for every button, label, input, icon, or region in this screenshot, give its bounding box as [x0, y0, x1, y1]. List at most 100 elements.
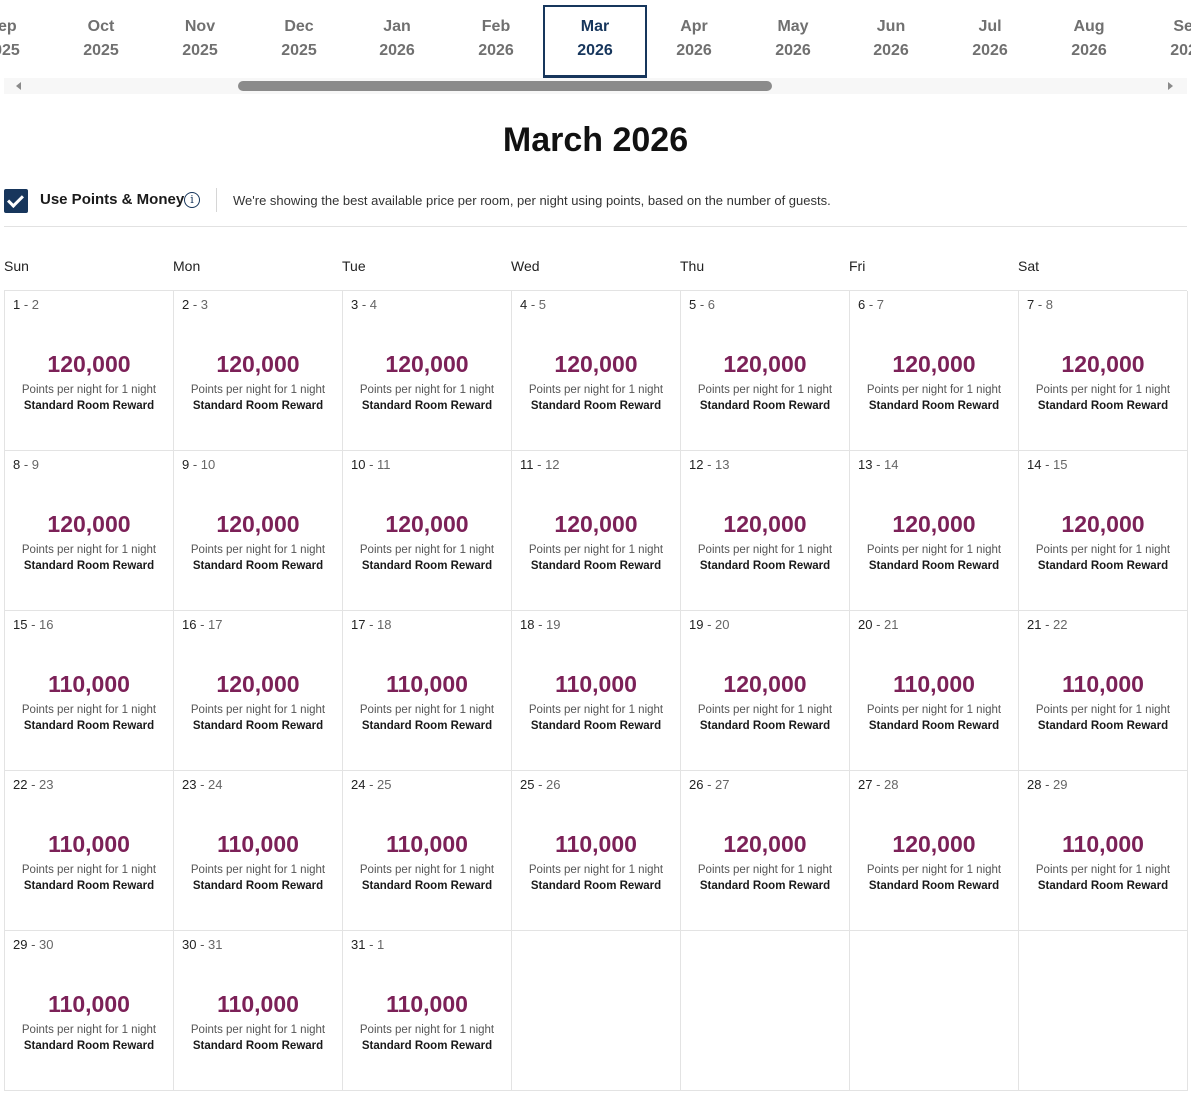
date-range-separator: -	[534, 777, 547, 792]
month-tab-jun-2026[interactable]: Jun 2026	[839, 5, 943, 77]
month-tab-aug-2026[interactable]: Aug 2026	[1037, 5, 1141, 77]
day-cell[interactable]: 4 - 5 120,000 Points per night for 1 night…	[512, 291, 681, 451]
date-range: 25 - 26	[520, 777, 561, 792]
day-cell[interactable]: 18 - 19 110,000 Points per night for 1 nig…	[512, 611, 681, 771]
rate-name: Standard Room Reward	[1037, 400, 1169, 412]
day-cell[interactable]: 25 - 26 110,000 Points per night for 1 nig…	[512, 771, 681, 931]
day-cell[interactable]: 14 - 15 120,000 Points per night for 1 nig…	[1019, 451, 1188, 611]
points-per-night-label: Points per night for 1 night	[190, 864, 326, 876]
date-range: 29 - 30	[13, 937, 54, 952]
day-cell[interactable]: 22 - 23 110,000 Points per night for 1 nig…	[5, 771, 174, 931]
empty-cell	[850, 931, 1019, 1091]
check-in-day: 5	[689, 297, 697, 312]
day-cell[interactable]: 17 - 18 110,000 Points per night for 1 nig…	[343, 611, 512, 771]
points-price: 120,000	[385, 351, 469, 377]
check-in-day: 26	[689, 777, 704, 792]
day-cell[interactable]: 16 - 17 120,000 Points per night for 1 nig…	[174, 611, 343, 771]
month-tab-apr-2026[interactable]: Apr 2026	[642, 5, 746, 77]
check-out-day: 16	[39, 617, 54, 632]
points-per-night-label: Points per night for 1 night	[21, 384, 157, 396]
use-points-label[interactable]: Use Points & Money	[40, 191, 185, 208]
day-cell[interactable]: 9 - 10 120,000 Points per night for 1 nigh…	[174, 451, 343, 611]
date-range: 11 - 12	[520, 457, 560, 472]
check-in-day: 28	[1027, 777, 1042, 792]
day-cell[interactable]: 2 - 3 120,000 Points per night for 1 night…	[174, 291, 343, 451]
points-price: 120,000	[1061, 511, 1145, 537]
day-cell[interactable]: 31 - 1 110,000 Points per night for 1 nigh…	[343, 931, 512, 1091]
check-out-day: 26	[546, 777, 561, 792]
page-title: March 2026	[502, 121, 689, 159]
month-tab-sep-2026[interactable]: Sep 2026	[1136, 5, 1191, 77]
points-price: 110,000	[555, 831, 637, 857]
month-tab-year: 2026	[972, 42, 1008, 59]
day-cell[interactable]: 1 - 2 120,000 Points per night for 1 night…	[5, 291, 174, 451]
day-cell[interactable]: 5 - 6 120,000 Points per night for 1 night…	[681, 291, 850, 451]
date-range-separator: -	[365, 777, 378, 792]
day-cell[interactable]: 23 - 24 110,000 Points per night for 1 nig…	[174, 771, 343, 931]
month-tab-jul-2026[interactable]: Jul 2026	[938, 5, 1042, 77]
day-cell[interactable]: 30 - 31 110,000 Points per night for 1 nig…	[174, 931, 343, 1091]
month-tab-may-2026[interactable]: May 2026	[741, 5, 845, 77]
month-tab-nov-2025[interactable]: Nov 2025	[148, 5, 252, 77]
day-cell[interactable]: 27 - 28 120,000 Points per night for 1 nig…	[850, 771, 1019, 931]
points-price: 110,000	[893, 671, 975, 697]
day-cell[interactable]: 6 - 7 120,000 Points per night for 1 night…	[850, 291, 1019, 451]
day-cell[interactable]: 8 - 9 120,000 Points per night for 1 night…	[5, 451, 174, 611]
date-range-separator: -	[696, 297, 708, 312]
day-cell[interactable]: 15 - 16 110,000 Points per night for 1 nig…	[5, 611, 174, 771]
day-cell[interactable]: 24 - 25 110,000 Points per night for 1 nig…	[343, 771, 512, 931]
day-cell[interactable]: 26 - 27 120,000 Points per night for 1 nig…	[681, 771, 850, 931]
day-cell[interactable]: 13 - 14 120,000 Points per night for 1 nig…	[850, 451, 1019, 611]
rate-name: Standard Room Reward	[699, 880, 831, 892]
points-price: 110,000	[217, 991, 299, 1017]
day-cell[interactable]: 19 - 20 120,000 Points per night for 1 nig…	[681, 611, 850, 771]
info-circle-icon[interactable]: i	[184, 192, 200, 208]
scroll-left-arrow-icon[interactable]	[16, 82, 21, 90]
month-tab-jan-2026[interactable]: Jan 2026	[345, 5, 449, 77]
rate-name: Standard Room Reward	[868, 400, 1000, 412]
rate-name: Standard Room Reward	[868, 880, 1000, 892]
day-cell[interactable]: 21 - 22 110,000 Points per night for 1 nig…	[1019, 611, 1188, 771]
scroll-thumb[interactable]	[238, 81, 772, 91]
date-range-separator: -	[189, 457, 201, 472]
day-cell[interactable]: 12 - 13 120,000 Points per night for 1 nig…	[681, 451, 850, 611]
weekday-mon: Mon	[173, 258, 201, 274]
month-tab-year: 2026	[1170, 42, 1191, 59]
weekday-thu: Thu	[680, 258, 705, 274]
day-cell[interactable]: 3 - 4 120,000 Points per night for 1 night…	[343, 291, 512, 451]
check-in-day: 31	[351, 937, 366, 952]
month-scrollbar[interactable]	[4, 78, 1187, 94]
day-cell[interactable]: 28 - 29 110,000 Points per night for 1 nig…	[1019, 771, 1188, 931]
day-cell[interactable]: 29 - 30 110,000 Points per night for 1 nig…	[5, 931, 174, 1091]
month-tab-feb-2026[interactable]: Feb 2026	[444, 5, 548, 77]
points-per-night-label: Points per night for 1 night	[866, 704, 1002, 716]
points-price: 110,000	[386, 831, 468, 857]
month-tab-sep-2025[interactable]: Sep 2025	[0, 5, 54, 77]
date-range: 14 - 15	[1027, 457, 1068, 472]
month-tab-dec-2025[interactable]: Dec 2025	[247, 5, 351, 77]
day-cell[interactable]: 20 - 21 110,000 Points per night for 1 nig…	[850, 611, 1019, 771]
date-range-separator: -	[703, 777, 716, 792]
points-per-night-label: Points per night for 1 night	[359, 704, 495, 716]
check-out-day: 8	[1045, 297, 1054, 312]
points-per-night-label: Points per night for 1 night	[190, 384, 326, 396]
use-points-checkbox[interactable]	[4, 189, 28, 213]
day-cell[interactable]: 11 - 12 120,000 Points per night for 1 nig…	[512, 451, 681, 611]
points-per-night-label: Points per night for 1 night	[866, 384, 1002, 396]
date-range: 13 - 14	[858, 457, 899, 472]
date-range-separator: -	[27, 777, 40, 792]
date-range: 27 - 28	[858, 777, 899, 792]
check-out-day: 1	[377, 937, 385, 952]
date-range: 30 - 31	[182, 937, 223, 952]
date-range: 28 - 29	[1027, 777, 1068, 792]
points-per-night-label: Points per night for 1 night	[190, 704, 326, 716]
check-out-day: 7	[876, 297, 885, 312]
rate-name: Standard Room Reward	[192, 560, 324, 572]
month-tab-mar-2026[interactable]: Mar 2026	[543, 5, 647, 78]
day-cell[interactable]: 7 - 8 120,000 Points per night for 1 night…	[1019, 291, 1188, 451]
date-range: 10 - 11	[351, 457, 391, 472]
scroll-right-arrow-icon[interactable]	[1168, 82, 1173, 90]
date-range-separator: -	[27, 937, 40, 952]
month-tab-oct-2025[interactable]: Oct 2025	[49, 5, 153, 77]
day-cell[interactable]: 10 - 11 120,000 Points per night for 1 nig…	[343, 451, 512, 611]
